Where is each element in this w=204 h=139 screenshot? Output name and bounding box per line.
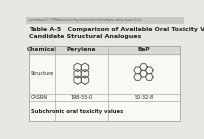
Bar (26, 24, 184, 47)
Text: Table A-5   Comparison of Available Oral Toxicity Values for: Table A-5 Comparison of Available Oral T… (29, 28, 204, 33)
Bar (29, 46, 181, 121)
Text: Candidate Structural Analogues: Candidate Structural Analogues (29, 34, 142, 39)
Text: CASRN: CASRN (31, 95, 48, 100)
Text: Perylene: Perylene (67, 47, 96, 52)
Text: BaP: BaP (138, 47, 150, 52)
Text: 198-55-0: 198-55-0 (70, 95, 92, 100)
Bar (29, 46, 181, 54)
Text: Chemical: Chemical (27, 47, 57, 52)
Bar (29, 46, 181, 121)
Text: 50-32-8: 50-32-8 (134, 95, 154, 100)
Text: Subchronic oral toxicity values: Subchronic oral toxicity values (31, 109, 123, 114)
Text: /usr/mathpix/2.7.9/Mathpix.js?config=/usr/test/pnci/js/mathpix-config-classes.3.: /usr/mathpix/2.7.9/Mathpix.js?config=/us… (28, 18, 141, 22)
Text: Structure: Structure (31, 71, 54, 76)
Bar (26, 17, 184, 24)
